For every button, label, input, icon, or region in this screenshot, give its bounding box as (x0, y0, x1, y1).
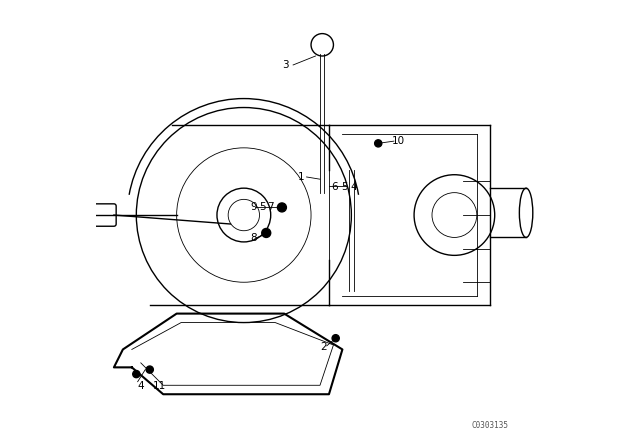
Text: 5: 5 (259, 202, 266, 212)
Text: 3: 3 (282, 60, 289, 70)
Text: 10: 10 (392, 136, 405, 146)
Circle shape (278, 203, 287, 212)
Text: 6: 6 (332, 182, 338, 192)
Circle shape (132, 370, 140, 378)
Text: 9: 9 (251, 202, 257, 212)
Text: 4: 4 (138, 381, 144, 391)
Circle shape (262, 228, 271, 237)
Circle shape (332, 335, 339, 342)
Text: 5: 5 (342, 182, 348, 192)
Text: 7: 7 (267, 202, 273, 212)
Text: 8: 8 (251, 233, 257, 243)
Text: 2: 2 (320, 342, 326, 352)
Circle shape (146, 366, 154, 373)
Text: C0303135: C0303135 (471, 421, 508, 430)
Text: 4: 4 (350, 182, 356, 192)
Circle shape (374, 140, 382, 147)
Text: 11: 11 (153, 381, 166, 391)
Text: 1: 1 (298, 172, 305, 182)
